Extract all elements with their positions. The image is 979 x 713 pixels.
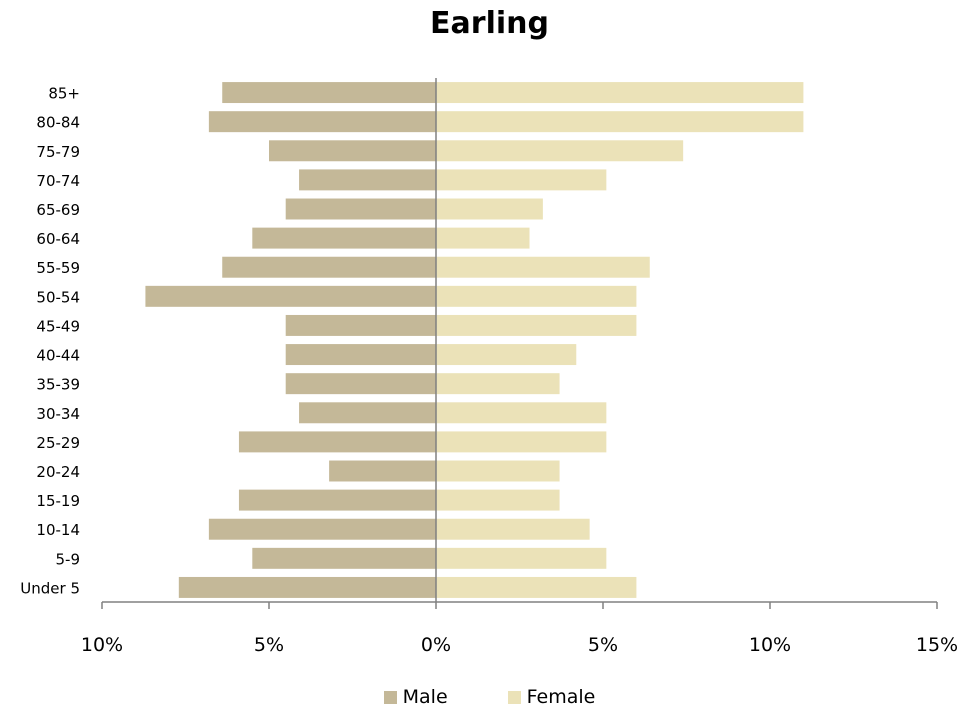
y-tick-label: 15-19 bbox=[36, 492, 80, 510]
bar-female bbox=[436, 518, 590, 540]
bar-male bbox=[285, 198, 436, 220]
chart-title: Earling bbox=[430, 6, 549, 41]
y-tick-label: 30-34 bbox=[36, 405, 80, 423]
x-tick-label: 5% bbox=[588, 634, 618, 656]
bar-female bbox=[436, 227, 530, 249]
bar-female bbox=[436, 547, 607, 569]
bar-male bbox=[285, 373, 436, 395]
y-tick-label: 65-69 bbox=[36, 201, 80, 219]
bar-female bbox=[436, 431, 607, 453]
bar-male bbox=[252, 227, 436, 249]
bar-male bbox=[299, 169, 436, 191]
legend-label-female: Female bbox=[526, 686, 596, 708]
bar-male bbox=[252, 547, 436, 569]
bar-female bbox=[436, 82, 804, 104]
bar-male bbox=[222, 82, 436, 104]
x-tick-label: 10% bbox=[81, 634, 123, 656]
y-tick-label: 35-39 bbox=[36, 376, 80, 394]
bar-male bbox=[299, 402, 436, 424]
legend-item-female: Female bbox=[507, 686, 596, 708]
bar-male bbox=[208, 518, 436, 540]
y-tick-label: 50-54 bbox=[36, 288, 80, 306]
bar-female bbox=[436, 576, 637, 598]
y-tick-label: 60-64 bbox=[36, 230, 80, 248]
y-tick-label: 5-9 bbox=[56, 550, 81, 568]
bar-female bbox=[436, 373, 560, 395]
x-tick-label: 10% bbox=[749, 634, 791, 656]
bar-male bbox=[145, 285, 437, 307]
x-tick-label: 15% bbox=[916, 634, 958, 656]
bar-female bbox=[436, 198, 543, 220]
y-tick-label: 10-14 bbox=[36, 521, 80, 539]
bar-male bbox=[208, 111, 436, 133]
legend-item-male: Male bbox=[383, 686, 448, 708]
bar-female bbox=[436, 344, 577, 366]
bar-female bbox=[436, 256, 650, 278]
x-tick-label: 5% bbox=[254, 634, 284, 656]
bar-female bbox=[436, 489, 560, 511]
bar-male bbox=[222, 256, 436, 278]
bar-male bbox=[178, 576, 436, 598]
y-tick-label: Under 5 bbox=[20, 579, 80, 597]
bar-female bbox=[436, 460, 560, 482]
legend-label-male: Male bbox=[402, 686, 448, 708]
bar-female bbox=[436, 140, 684, 162]
bar-female bbox=[436, 314, 637, 336]
bar-female bbox=[436, 169, 607, 191]
bar-male bbox=[238, 489, 436, 511]
bar-female bbox=[436, 285, 637, 307]
x-tick-label: 0% bbox=[421, 634, 451, 656]
bar-female bbox=[436, 402, 607, 424]
bar-male bbox=[285, 314, 436, 336]
y-tick-label: 80-84 bbox=[36, 114, 80, 132]
y-tick-label: 85+ bbox=[48, 85, 80, 103]
y-tick-label: 25-29 bbox=[36, 434, 80, 452]
y-tick-label: 55-59 bbox=[36, 259, 80, 277]
bar-male bbox=[269, 140, 436, 162]
legend-swatch-male bbox=[383, 690, 397, 704]
y-tick-label: 40-44 bbox=[36, 347, 80, 365]
bar-female bbox=[436, 111, 804, 133]
legend-swatch-female bbox=[507, 690, 521, 704]
y-tick-label: 20-24 bbox=[36, 463, 80, 481]
y-tick-label: 70-74 bbox=[36, 172, 80, 190]
bar-male bbox=[285, 344, 436, 366]
y-tick-label: 45-49 bbox=[36, 317, 80, 335]
y-tick-label: 75-79 bbox=[36, 143, 80, 161]
chart-legend: Male Female bbox=[0, 686, 979, 708]
bar-male bbox=[329, 460, 436, 482]
bar-male bbox=[238, 431, 436, 453]
